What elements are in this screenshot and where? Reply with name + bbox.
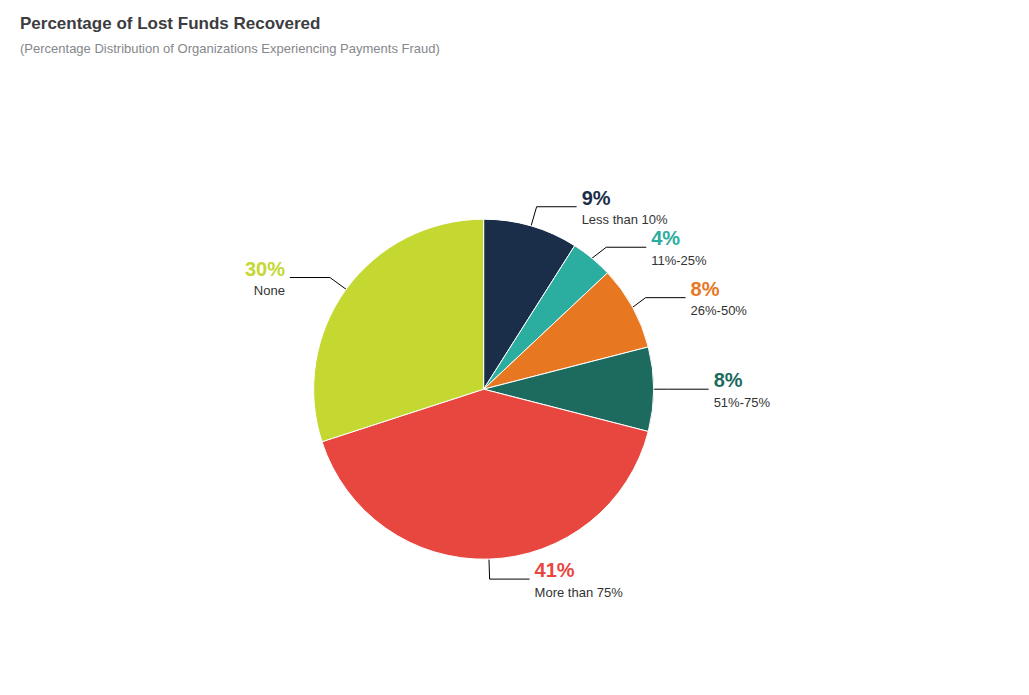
svg-text:More than 75%: More than 75%	[535, 585, 624, 600]
svg-text:None: None	[254, 283, 285, 298]
svg-text:Percentage of Lost Funds Recov: Percentage of Lost Funds Recovered	[20, 14, 320, 33]
svg-text:8%: 8%	[691, 278, 720, 300]
svg-text:4%: 4%	[651, 227, 680, 249]
svg-text:(Percentage Distribution of Or: (Percentage Distribution of Organization…	[20, 41, 440, 56]
svg-text:51%-75%: 51%-75%	[714, 395, 771, 410]
svg-text:11%-25%: 11%-25%	[651, 253, 707, 268]
svg-text:41%: 41%	[535, 559, 575, 581]
svg-text:30%: 30%	[245, 258, 285, 280]
svg-text:26%-50%: 26%-50%	[691, 303, 748, 318]
svg-text:Less than 10%: Less than 10%	[582, 212, 668, 227]
svg-text:8%: 8%	[714, 369, 743, 391]
svg-text:9%: 9%	[582, 187, 611, 209]
